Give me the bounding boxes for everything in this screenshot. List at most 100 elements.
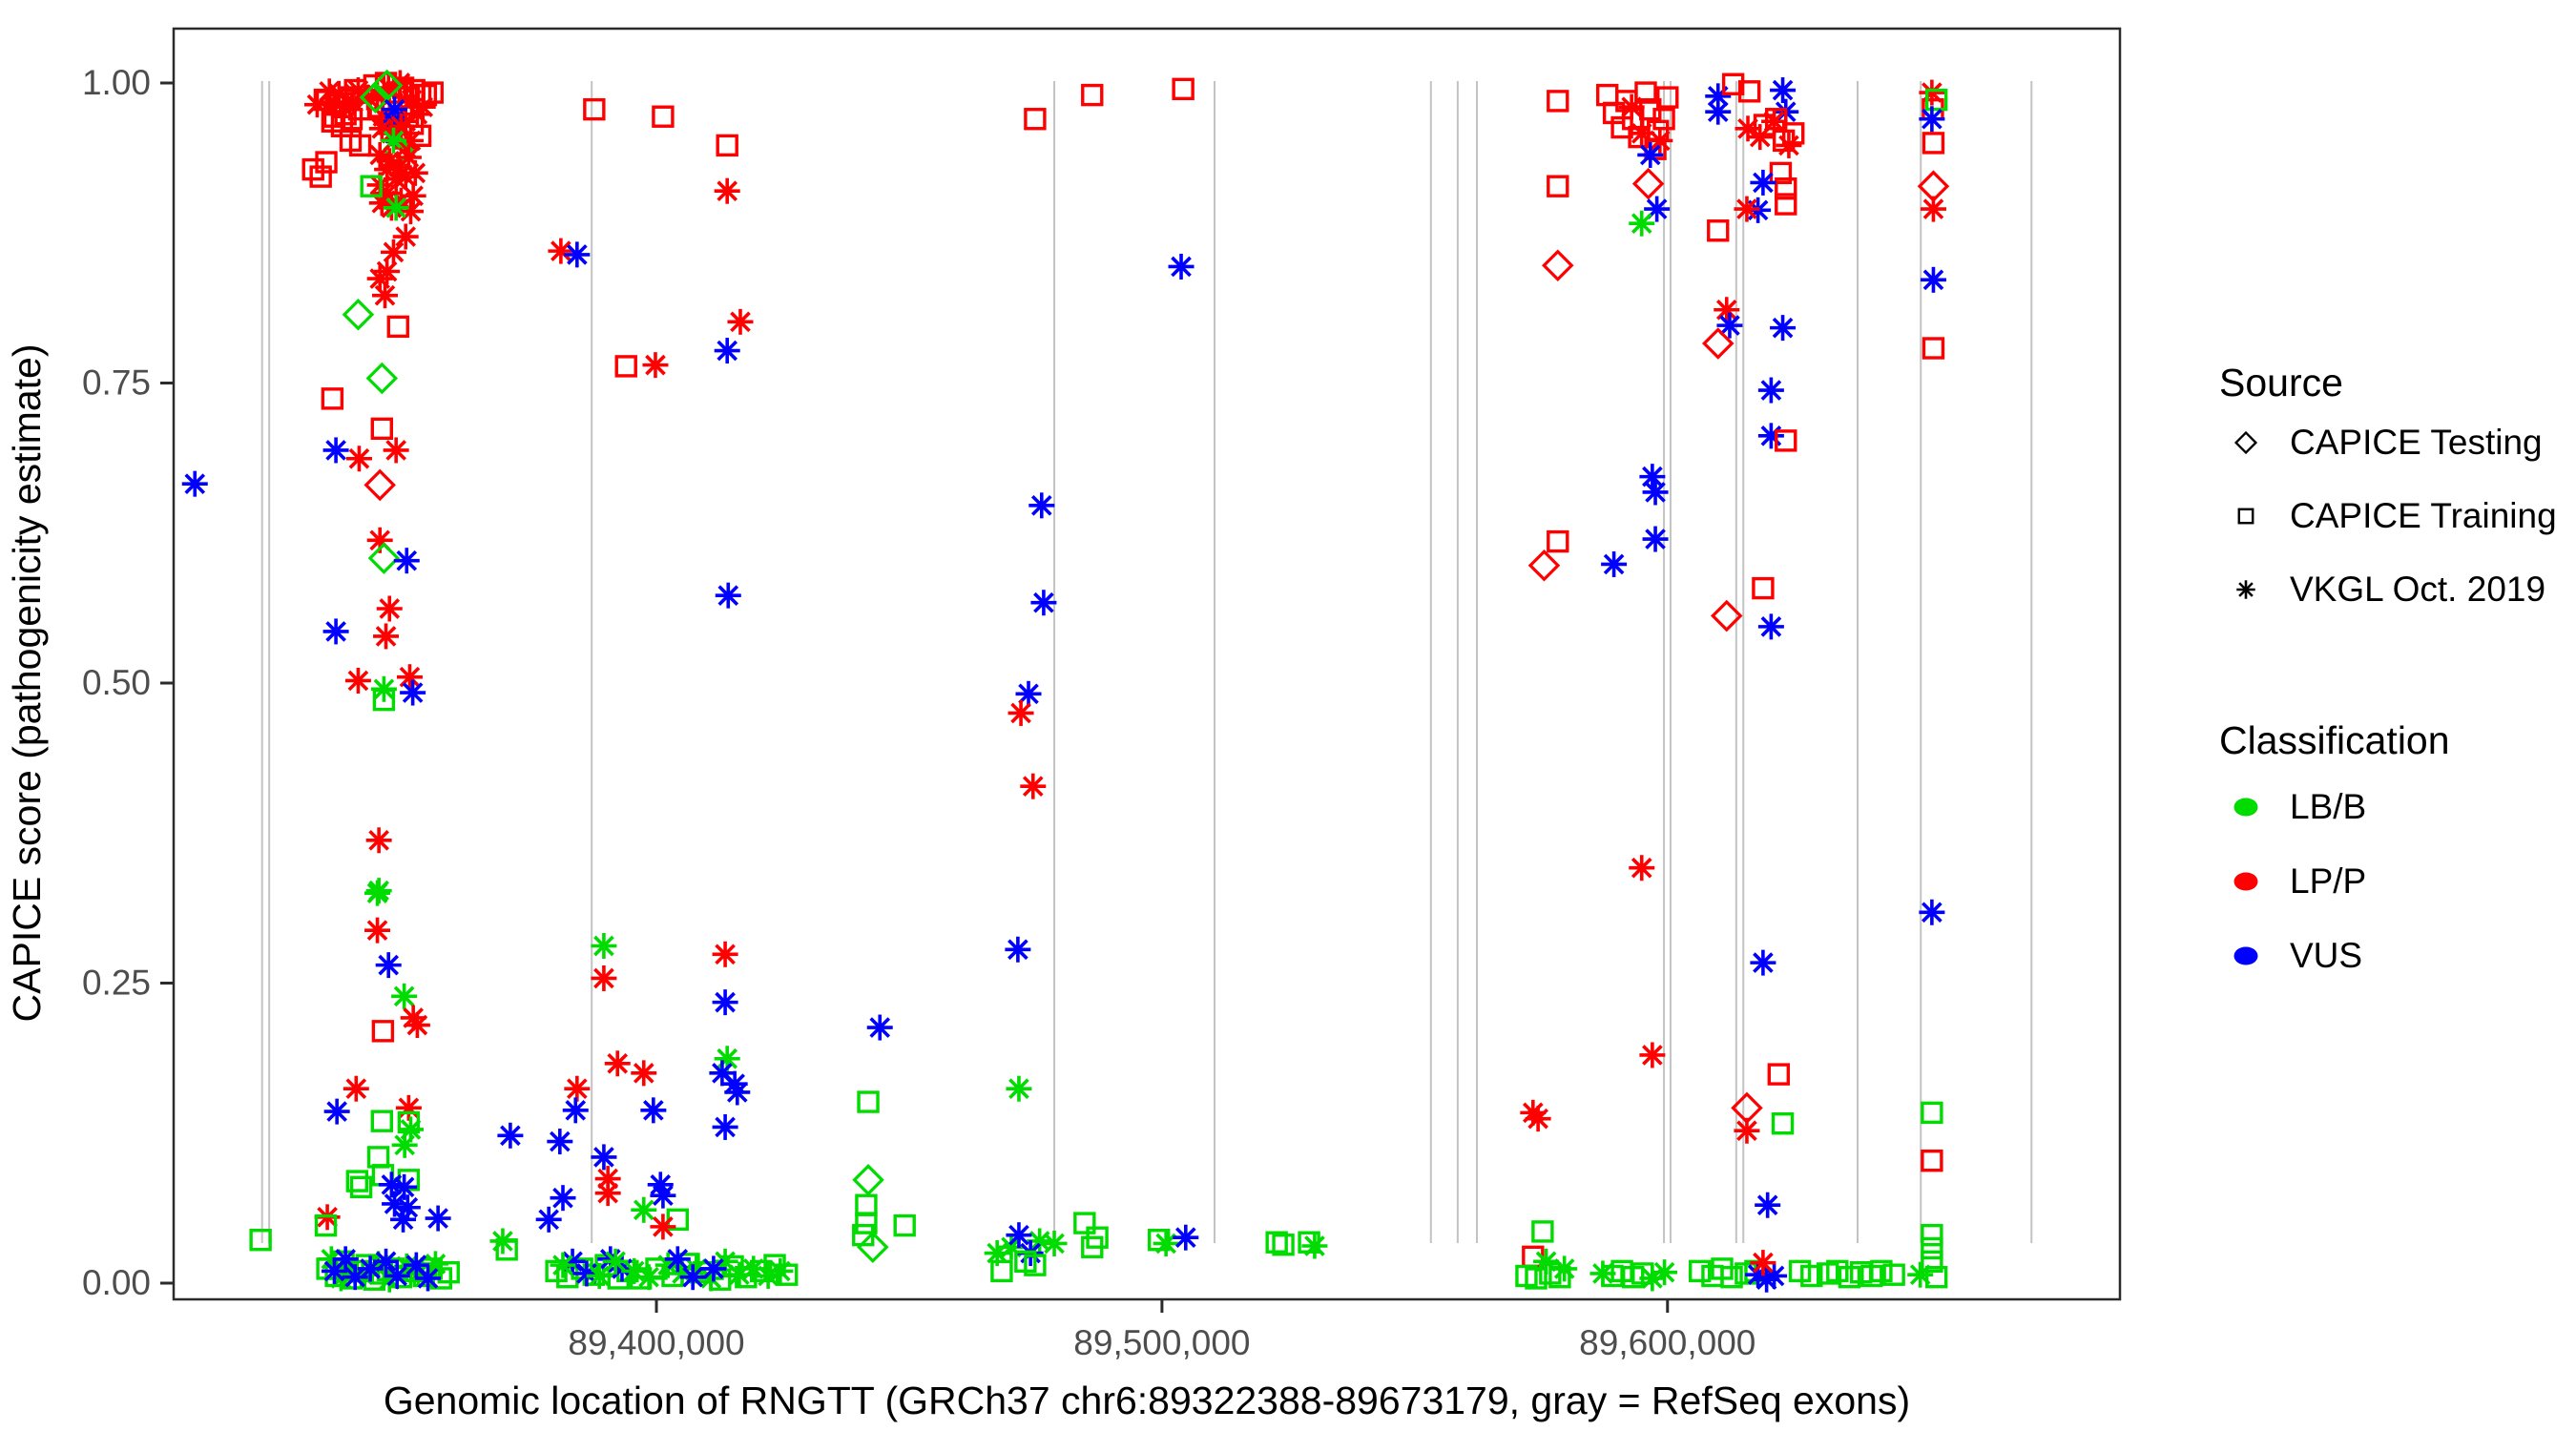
data-point-s [1767, 1063, 1791, 1086]
data-point-a [650, 1213, 676, 1240]
data-point-s [1024, 108, 1047, 131]
data-point-s [652, 105, 675, 128]
data-point-s [990, 1259, 1013, 1283]
data-point-d [1631, 167, 1665, 200]
data-point-a [1705, 98, 1732, 125]
data-point-a [1750, 1250, 1776, 1276]
data-point-s [421, 81, 444, 104]
data-point-s [372, 688, 396, 712]
data-point-s [348, 134, 372, 157]
data-point-a [1015, 680, 1042, 707]
data-point-s [366, 1146, 390, 1169]
data-point-s [583, 97, 606, 121]
x-tick-label: 89,600,000 [1579, 1323, 1755, 1362]
data-point-a [1734, 196, 1760, 222]
data-point-a [1647, 127, 1673, 154]
data-point-a [391, 1131, 418, 1158]
data-point-a [343, 1075, 369, 1102]
data-point-a [1006, 1075, 1032, 1102]
legend: Source CAPICE Testing CAPICE Training VKGL… [2219, 361, 2557, 975]
data-point-a [1750, 169, 1776, 196]
data-point-d [2233, 430, 2258, 455]
legend-class-dot-b [2233, 946, 2258, 965]
data-point-a [642, 352, 669, 379]
plot-panel-border [172, 27, 2122, 1301]
data-point-s [1921, 1101, 1943, 1125]
data-point-a [1618, 93, 1645, 120]
y-tick-label: 0.25 [82, 964, 151, 1003]
data-point-a [390, 1206, 417, 1233]
data-point-a [497, 1122, 524, 1149]
data-point-a [550, 1252, 576, 1278]
data-point-s [1921, 1149, 1943, 1172]
data-point-a [564, 241, 591, 268]
data-point-a [332, 1246, 359, 1273]
data-point-a [591, 1144, 617, 1171]
data-point-a [375, 952, 402, 979]
data-point-a [562, 1097, 589, 1124]
data-point-s [1172, 77, 1195, 100]
data-point-a [715, 582, 741, 609]
data-point-s [1921, 1250, 1943, 1274]
data-point-s [893, 1213, 916, 1237]
data-point-s [1924, 1266, 1948, 1289]
data-point-s [716, 134, 738, 157]
data-point-d [852, 1164, 884, 1196]
data-point-a [365, 827, 392, 854]
data-point-a [344, 667, 371, 694]
data-point-s [1826, 1259, 1849, 1283]
data-point-s [1737, 80, 1761, 103]
data-point-s [645, 1257, 668, 1280]
data-point-s [1265, 1231, 1288, 1254]
data-point-d [367, 542, 401, 574]
data-point-a [1714, 297, 1740, 323]
legend-source-label-a: VKGL Oct. 2019 [2290, 570, 2545, 609]
data-point-a [1041, 1230, 1068, 1256]
data-point-s [1800, 1264, 1823, 1288]
data-point-a [1750, 949, 1776, 976]
data-point-a [1770, 315, 1797, 342]
data-point-s [1752, 576, 1775, 600]
data-point-s [1775, 193, 1797, 216]
legend-class-label-g: LB/B [2290, 787, 2366, 826]
data-point-a [650, 1182, 676, 1209]
x-tick-label: 89,400,000 [568, 1323, 744, 1362]
data-point-a [1005, 936, 1031, 963]
legend-classification-title: Classification [2219, 718, 2450, 762]
data-point-a [373, 623, 400, 650]
data-point-a [1637, 141, 1664, 168]
y-tick-label: 0.50 [82, 663, 151, 702]
data-point-s [309, 165, 332, 188]
data-point-s [1531, 1220, 1554, 1243]
data-point-a [380, 238, 406, 265]
data-point-a [679, 1264, 706, 1291]
data-point-s [1081, 83, 1104, 107]
data-point-s [1775, 177, 1797, 200]
data-point-s [1924, 88, 1948, 112]
data-point-a [364, 880, 391, 906]
data-point-s [1525, 1267, 1548, 1290]
data-point-s [1656, 86, 1679, 109]
data-point-a [322, 618, 349, 645]
data-point-s [1652, 108, 1675, 131]
data-point-a [714, 338, 740, 364]
refseq-exon-lines [260, 81, 2033, 1243]
data-point-a [712, 941, 738, 967]
data-point-s [1073, 1212, 1096, 1234]
data-point-a [547, 1129, 573, 1155]
data-point-s [1788, 1259, 1812, 1283]
data-point-s [249, 1229, 272, 1252]
data-point-a [664, 1246, 691, 1273]
data-point-s [1870, 1259, 1893, 1283]
data-point-a [1551, 1255, 1578, 1282]
data-point-s [2237, 508, 2254, 525]
legend-class-dot-g [2233, 798, 2258, 817]
data-point-d [342, 299, 375, 331]
data-point-a [1755, 1192, 1781, 1218]
data-point-a [404, 101, 430, 128]
data-point-d [359, 81, 392, 114]
data-point-a [535, 1206, 562, 1233]
data-point-s [855, 1212, 878, 1234]
data-point-a [345, 446, 372, 472]
